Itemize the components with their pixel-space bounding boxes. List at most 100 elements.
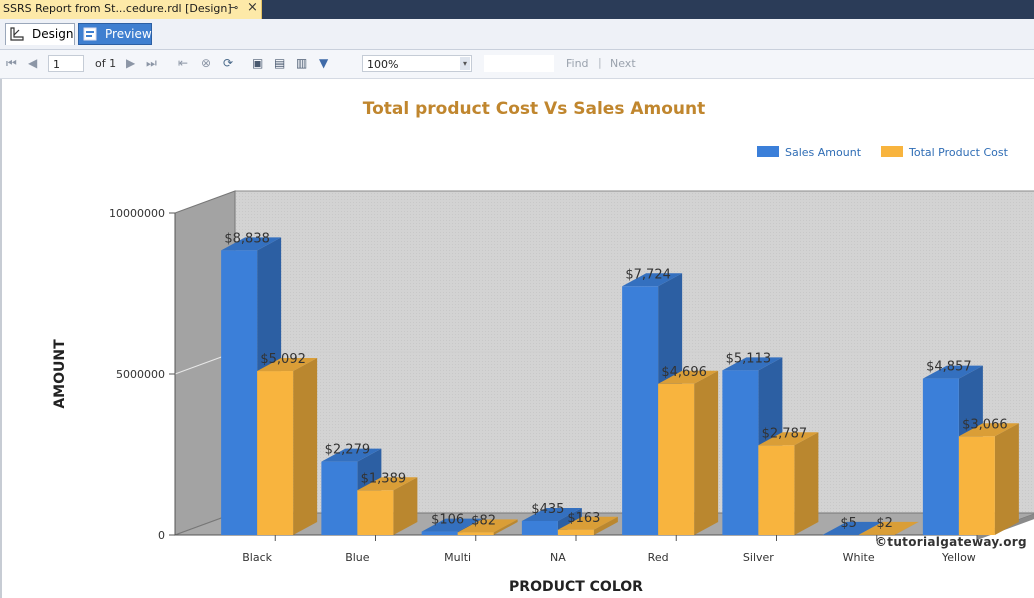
report-canvas: 0 5000000 10000000 Total product Cost Vs Sa… [0,79,1034,598]
print-icon[interactable]: ▣ [252,56,264,70]
design-icon [10,27,24,41]
data-label: $5 [840,516,857,531]
x-tick-label: White [843,551,875,564]
data-label: $7,724 [625,267,671,282]
first-page-icon[interactable]: ⏮ [6,56,17,70]
y-tick-label: 5000000 [116,368,165,381]
bar [357,490,394,535]
data-label: $5,113 [726,351,772,366]
x-tick-label: Yellow [941,551,976,564]
next-link[interactable]: Next [610,57,636,70]
bar-top [321,448,382,462]
bar-side [794,432,819,535]
bar [257,371,294,535]
print-layout-icon[interactable]: ▤ [274,56,286,70]
y-axis-title: AMOUNT [52,339,68,409]
bar-top [622,273,683,287]
chart-title: Total product Cost Vs Sales Amount [363,99,706,119]
find-link[interactable]: Find [566,57,589,70]
x-tick-label: Silver [743,551,774,564]
bar-side [694,370,719,535]
data-label: $1,389 [361,471,407,486]
legend-swatch [757,146,779,157]
pin-icon[interactable]: ⊸ [229,1,239,14]
bar-top [722,357,783,371]
data-label: $163 [567,511,600,526]
close-icon[interactable]: × [247,0,258,15]
x-tick-label: Black [242,551,272,564]
data-label: $2,787 [762,426,808,441]
page-setup-icon[interactable]: ▥ [296,56,308,70]
bar-side [994,423,1019,535]
tab-design[interactable]: Design [5,23,75,45]
bar [321,461,358,535]
bar-top [658,370,719,384]
page-number-input[interactable]: 1 [48,55,84,72]
bar-top [858,521,919,535]
bar [622,286,659,535]
bar-top [421,518,482,532]
refresh-icon[interactable]: ⟳ [223,56,234,70]
document-tab[interactable]: SSRS Report from St...cedure.rdl [Design… [0,0,262,19]
bar [557,529,594,535]
data-label: $3,066 [962,417,1008,432]
stop-icon[interactable]: ⊗ [201,56,212,70]
y-tick-label: 10000000 [109,207,165,220]
data-label: $82 [471,513,496,528]
bar-side [293,358,318,535]
page-of-label: of 1 [95,57,116,70]
bar-top [958,423,1019,437]
last-page-icon[interactable]: ⏭ [146,56,157,70]
bar-top [357,477,418,491]
document-tab-title: SSRS Report from St...cedure.rdl [Design… [3,2,232,15]
zoom-value: 100% [367,58,399,71]
bar-top [521,507,582,521]
data-label: $2 [876,516,893,531]
tab-preview[interactable]: Preview [78,23,152,45]
data-label: $435 [531,502,564,517]
back-icon[interactable]: ⇤ [178,56,189,70]
bar [421,531,458,535]
tab-preview-label: Preview [105,27,152,41]
bar-side [393,477,418,535]
bar-side [493,519,518,535]
bar-top [758,432,819,446]
data-label: $2,279 [325,443,371,458]
bar-top [221,237,282,251]
bar-top [822,521,883,535]
bar [922,378,959,535]
previous-page-icon[interactable]: ◀ [28,56,38,70]
chart: 0 5000000 10000000 Total product Cost Vs Sa… [52,99,1034,595]
zoom-select[interactable]: 100% ▾ [362,55,472,72]
chevron-down-icon[interactable]: ▾ [460,57,470,70]
watermark-text: ©tutorialgateway.org [875,535,1027,549]
bar [457,532,494,535]
x-tick-label: Red [648,551,669,564]
bar [722,370,759,535]
export-icon[interactable]: ▼ [319,56,329,70]
next-page-icon[interactable]: ▶ [126,56,136,70]
bar [221,250,258,536]
bar [658,383,695,535]
x-tick-label: NA [550,551,566,564]
data-label: $4,857 [926,360,972,375]
page-of-text: of [95,57,106,70]
toolbar-separator: | [598,56,602,69]
tab-design-label: Design [32,27,74,41]
find-input[interactable] [484,55,554,72]
report-toolbar: ⏮ ◀ 1 of 1 ▶ ⏭ ⇤ ⊗ ⟳ ▣ ▤ ▥ ▼ 100% ▾ Find… [0,50,1034,79]
bar-top [457,519,518,533]
bar-top [257,358,318,372]
legend-label: Total Product Cost [908,146,1009,159]
data-label: $5,092 [260,352,306,367]
x-axis-title: PRODUCT COLOR [509,579,643,595]
y-tick-label: 0 [158,529,165,542]
data-label: $106 [431,513,464,528]
bar-top [557,516,618,530]
page-total: 1 [109,57,117,70]
bar [958,436,995,535]
legend-swatch [881,146,903,157]
x-tick-label: Blue [345,551,370,564]
data-label: $4,696 [661,365,707,380]
view-tab-bar: Design Preview [0,19,1034,50]
